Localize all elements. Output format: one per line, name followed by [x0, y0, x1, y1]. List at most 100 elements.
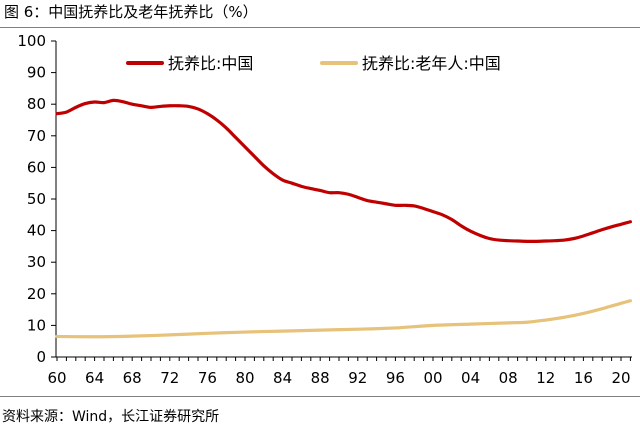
series-1-point-1964 [93, 100, 96, 103]
series-1-point-2020 [619, 223, 622, 226]
y-tick-label-20: 20 [27, 285, 46, 303]
x-tick-label-88: 88 [311, 369, 330, 387]
series-1-point-1985 [290, 182, 293, 185]
x-tick-label-64: 64 [85, 369, 104, 387]
series-1-point-1987 [309, 187, 312, 190]
x-tick-label-08: 08 [499, 369, 518, 387]
source-note: 资料来源：Wind，长江证券研究所 [2, 409, 220, 425]
y-tick-label-40: 40 [27, 222, 46, 240]
series-1-point-1965 [102, 101, 105, 104]
series-1-point-1980 [243, 145, 246, 148]
series-1-point-2019 [610, 225, 613, 228]
series-2-point-1964 [93, 335, 96, 338]
x-tick-label-92: 92 [348, 369, 367, 387]
series-2-point-2012 [544, 318, 547, 321]
series-1-point-2014 [563, 238, 566, 241]
series-1-point-2011 [535, 240, 538, 243]
series-1-point-1977 [215, 118, 218, 121]
chart-legend: 抚养比:中国 抚养比:老年人:中国 [126, 54, 501, 73]
y-tick-label-70: 70 [27, 127, 46, 145]
series-1-point-2013 [554, 239, 557, 242]
x-tick-label-20: 20 [611, 369, 630, 387]
series-1-point-1971 [159, 105, 162, 108]
series-2-point-2020 [619, 302, 622, 305]
series-1-point-1989 [328, 191, 331, 194]
y-tick-label-100: 100 [17, 32, 46, 50]
series-1-point-1979 [234, 136, 237, 139]
series-1-point-1984 [281, 178, 284, 181]
series-1-point-1998 [413, 204, 416, 207]
series-2-point-1980 [243, 330, 246, 333]
series-2-point-2004 [469, 323, 472, 326]
series-1-point-1961 [65, 111, 68, 114]
series-1-point-1994 [375, 201, 378, 204]
y-tick-label-10: 10 [27, 316, 46, 334]
y-tick-label-50: 50 [27, 190, 46, 208]
series-1-point-1992 [356, 196, 359, 199]
chart-title: 图 6：中国抚养比及老年抚养比（%） [4, 3, 258, 21]
x-tick-label-16: 16 [574, 369, 593, 387]
series-2-point-1972 [168, 333, 171, 336]
series-1-point-1962 [74, 106, 77, 109]
series-1-point-1982 [262, 164, 265, 167]
series-2-point-2000 [431, 324, 434, 327]
series-1-point-2007 [497, 238, 500, 241]
series-1-point-2000 [431, 210, 434, 213]
series-2-point-2018 [601, 307, 604, 310]
series-1-point-1986 [300, 185, 303, 188]
series-2-point-1984 [281, 329, 284, 332]
series-1-point-1997 [403, 204, 406, 207]
series-1-point-2006 [488, 237, 491, 240]
series-2-point-2014 [563, 316, 566, 319]
x-tick-label-80: 80 [235, 369, 254, 387]
series-1-point-2003 [460, 224, 463, 227]
series-1-point-1963 [84, 102, 87, 105]
x-tick-label-72: 72 [160, 369, 179, 387]
x-tick-label-60: 60 [47, 369, 66, 387]
series-1-point-1983 [272, 172, 275, 175]
series-1-point-2015 [572, 237, 575, 240]
series-1-point-2018 [601, 228, 604, 231]
series-1-point-2001 [441, 213, 444, 216]
series-1-point-1973 [178, 104, 181, 107]
x-tick-label-84: 84 [273, 369, 292, 387]
series-2-point-2008 [507, 321, 510, 324]
series-1-point-2005 [478, 234, 481, 237]
series-2-point-1992 [356, 328, 359, 331]
series-2-point-1976 [206, 332, 209, 335]
series-2-point-1968 [131, 335, 134, 338]
series-1-point-1974 [187, 105, 190, 108]
title-divider [0, 27, 640, 28]
series-1-point-1999 [422, 207, 425, 210]
series-2-point-2010 [525, 321, 528, 324]
chart-axes: 0 10 20 30 40 50 60 70 80 90 100 60 64 68 72 76 80 84 88 92… [17, 32, 632, 387]
series-1-point-1996 [394, 204, 397, 207]
series-line-2 [55, 299, 632, 339]
footer-divider [0, 396, 640, 397]
series-1-point-1993 [366, 199, 369, 202]
series-1-point-1976 [206, 112, 209, 115]
series-1-point-1969 [140, 104, 143, 107]
series-1-point-1991 [347, 193, 350, 196]
series-1-point-1981 [253, 155, 256, 158]
x-tick-label-04: 04 [461, 369, 480, 387]
series-1-point-2021 [629, 220, 632, 223]
series-2-point-1996 [394, 326, 397, 329]
series-1-point-2016 [582, 234, 585, 237]
series-1-point-2008 [507, 239, 510, 242]
y-tick-label-0: 0 [36, 348, 46, 366]
series-1-point-1960 [55, 112, 58, 115]
y-tick-label-60: 60 [27, 158, 46, 176]
series-1-point-1966 [112, 99, 115, 102]
y-tick-label-30: 30 [27, 253, 46, 271]
legend-label-2: 抚养比:老年人:中国 [362, 54, 501, 73]
series-1-point-2010 [525, 240, 528, 243]
series-line-1 [55, 98, 632, 243]
x-tick-label-68: 68 [123, 369, 142, 387]
series-1-point-2009 [516, 239, 519, 242]
y-tick-label-90: 90 [27, 64, 46, 82]
series-1-point-1970 [149, 106, 152, 109]
series-1-point-1995 [384, 202, 387, 205]
series-1-point-2004 [469, 230, 472, 233]
series-1-point-1990 [337, 191, 340, 194]
